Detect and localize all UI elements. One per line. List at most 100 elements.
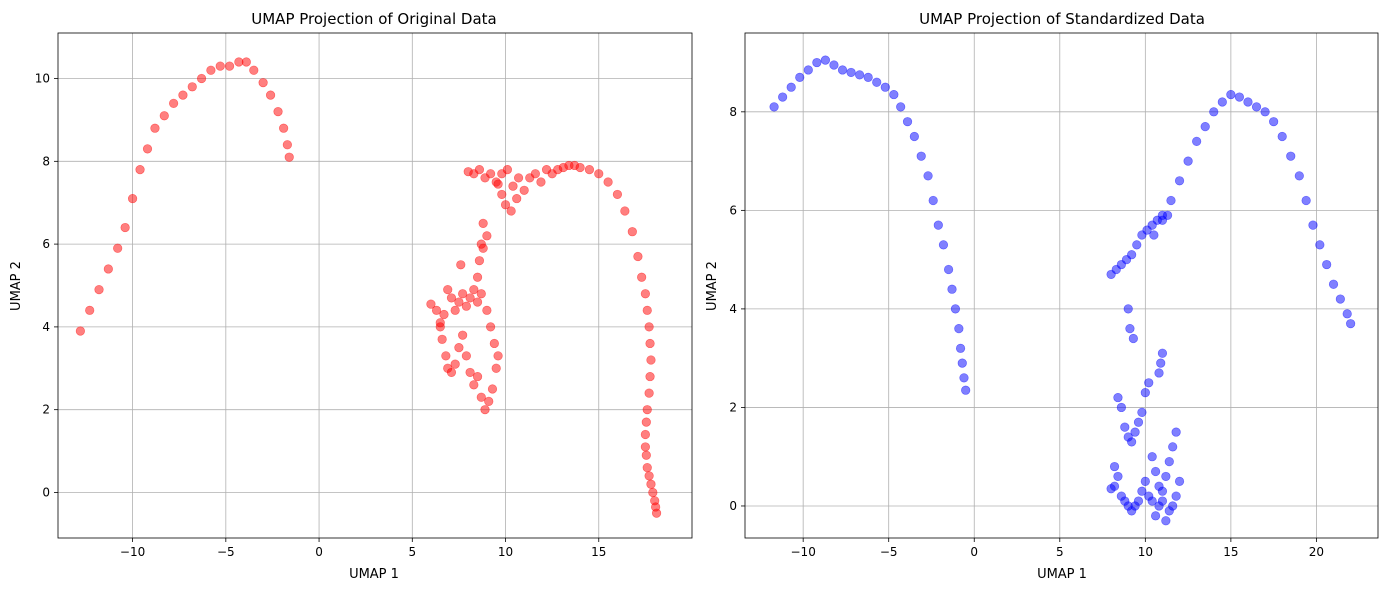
data-point: [85, 306, 94, 315]
y-tick-label: 10: [35, 72, 50, 86]
data-point: [1244, 98, 1253, 107]
data-point: [483, 306, 492, 315]
data-point: [1141, 388, 1150, 397]
data-point: [890, 90, 899, 99]
data-point: [641, 289, 650, 298]
data-point: [1261, 108, 1270, 117]
data-point: [1144, 379, 1153, 388]
data-point: [279, 124, 288, 133]
data-point: [864, 73, 873, 82]
data-point: [451, 306, 460, 315]
data-point: [1121, 423, 1130, 432]
data-point: [645, 472, 654, 481]
data-point: [475, 256, 484, 265]
data-point: [1218, 98, 1227, 107]
data-point: [1184, 157, 1193, 166]
y-axis-label: UMAP 2: [9, 261, 24, 311]
data-point: [924, 172, 933, 181]
data-point: [1162, 472, 1171, 481]
data-point: [1124, 433, 1133, 442]
data-point: [896, 103, 905, 112]
data-point: [645, 323, 654, 332]
data-point: [645, 389, 654, 398]
data-point: [903, 117, 912, 126]
x-tick-label: 5: [408, 545, 416, 559]
data-point: [951, 305, 960, 314]
data-point: [1295, 172, 1304, 181]
data-point: [436, 323, 445, 332]
data-point: [443, 285, 452, 294]
data-point: [151, 124, 160, 133]
data-point: [641, 430, 650, 439]
data-point: [1269, 117, 1278, 126]
data-point: [121, 223, 130, 232]
data-point: [1336, 295, 1345, 304]
data-point: [104, 265, 113, 274]
data-point: [442, 352, 451, 361]
y-tick-label: 0: [42, 485, 50, 499]
data-point: [1124, 305, 1133, 314]
data-point: [1172, 428, 1181, 437]
chart-standardized-data: UMAP Projection of Standardized Data UMA…: [705, 10, 1378, 582]
data-point: [1329, 280, 1338, 289]
data-point: [958, 359, 967, 368]
x-axis-label: UMAP 1: [349, 567, 399, 582]
data-point: [136, 165, 145, 174]
data-point: [531, 169, 540, 178]
data-point: [634, 252, 643, 261]
x-tick-label: 10: [1138, 545, 1153, 559]
data-point: [1172, 492, 1181, 501]
data-point: [458, 289, 467, 298]
data-point: [216, 62, 225, 71]
data-point: [652, 509, 661, 518]
data-point: [642, 418, 651, 427]
data-point: [961, 386, 970, 395]
data-point: [956, 344, 965, 353]
data-point: [509, 182, 518, 191]
x-tick-label: −10: [120, 545, 145, 559]
y-tick-label: 2: [42, 403, 50, 417]
data-point: [787, 83, 796, 92]
data-point: [1126, 324, 1135, 333]
data-point: [498, 190, 507, 199]
y-tick-label: 0: [729, 499, 737, 513]
data-point: [283, 140, 292, 149]
data-point: [225, 62, 234, 71]
data-point: [1175, 477, 1184, 486]
data-point: [494, 352, 503, 361]
data-point: [477, 240, 486, 249]
data-point: [637, 273, 646, 282]
data-point: [484, 397, 493, 406]
data-point: [944, 265, 953, 274]
data-point: [486, 323, 495, 332]
data-point: [1165, 507, 1174, 516]
data-point: [483, 232, 492, 241]
data-point: [613, 190, 622, 199]
data-point: [488, 385, 497, 394]
data-point: [647, 480, 656, 489]
data-point: [266, 91, 275, 100]
data-point: [1155, 369, 1164, 378]
data-point: [1134, 497, 1143, 506]
data-point: [1309, 221, 1318, 230]
data-point: [1114, 393, 1123, 402]
data-point: [1235, 93, 1244, 102]
data-point: [486, 169, 495, 178]
data-point: [95, 285, 104, 294]
data-point: [458, 331, 467, 340]
data-point: [1175, 177, 1184, 186]
data-point: [113, 244, 122, 253]
data-point: [1151, 512, 1160, 521]
y-tick-label: 6: [42, 237, 50, 251]
data-point: [604, 178, 613, 187]
data-point: [274, 107, 283, 116]
x-tick-label: −5: [880, 545, 898, 559]
data-point: [1322, 260, 1331, 269]
data-point: [1158, 349, 1167, 358]
data-point: [628, 227, 637, 236]
data-point: [646, 372, 655, 381]
data-point: [456, 261, 465, 270]
y-tick-label: 4: [729, 302, 737, 316]
data-point: [1227, 90, 1236, 99]
data-point: [1127, 250, 1136, 259]
